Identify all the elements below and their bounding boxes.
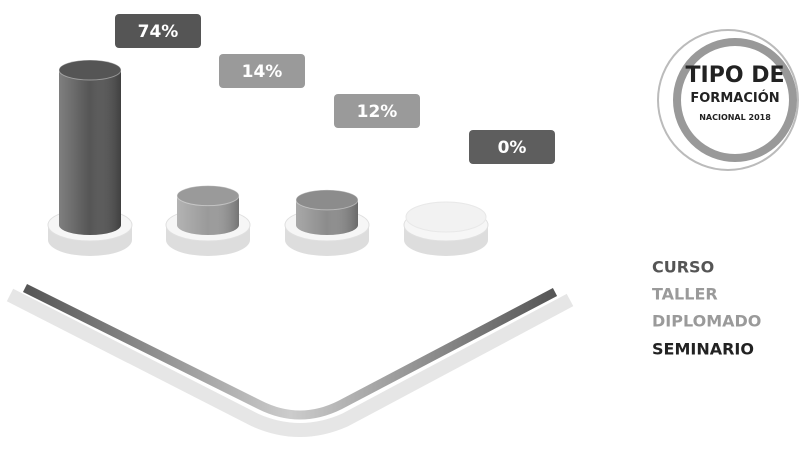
bar-top	[58, 59, 122, 81]
plot: 74% CURSO 14% TALLER 12% DIPLOMADO 0% SEMINARIO	[47, 14, 761, 359]
cylinder	[295, 189, 359, 235]
tray	[6, 283, 574, 437]
cylinder	[58, 59, 122, 235]
bar-top	[295, 189, 359, 211]
value-label-box	[219, 54, 305, 88]
legend-entry: SEMINARIO	[652, 340, 754, 359]
badge-subtitle: NACIONAL 2018	[699, 113, 771, 122]
value-label: 14%	[242, 62, 283, 82]
cylinder	[176, 185, 240, 235]
legend-entry: CURSO	[652, 258, 714, 277]
badge-title: FORMACIÓN	[690, 90, 779, 106]
bar-shade	[177, 195, 239, 235]
bar-shade	[296, 199, 358, 235]
value-label: 12%	[357, 102, 398, 122]
value-label-box	[334, 94, 420, 128]
value-label-box	[115, 14, 201, 48]
value-label: 74%	[138, 22, 179, 42]
badge: TIPO DE FORMACIÓN NACIONAL 2018	[657, 29, 799, 171]
badge-title: TIPO DE	[686, 63, 785, 88]
legend-entry: TALLER	[652, 285, 718, 304]
value-label: 0%	[498, 138, 527, 158]
bar-top	[176, 185, 240, 207]
bar	[405, 201, 487, 233]
legend-entry: DIPLOMADO	[652, 312, 761, 331]
bar-shade	[59, 70, 121, 235]
value-label-box	[469, 130, 555, 164]
